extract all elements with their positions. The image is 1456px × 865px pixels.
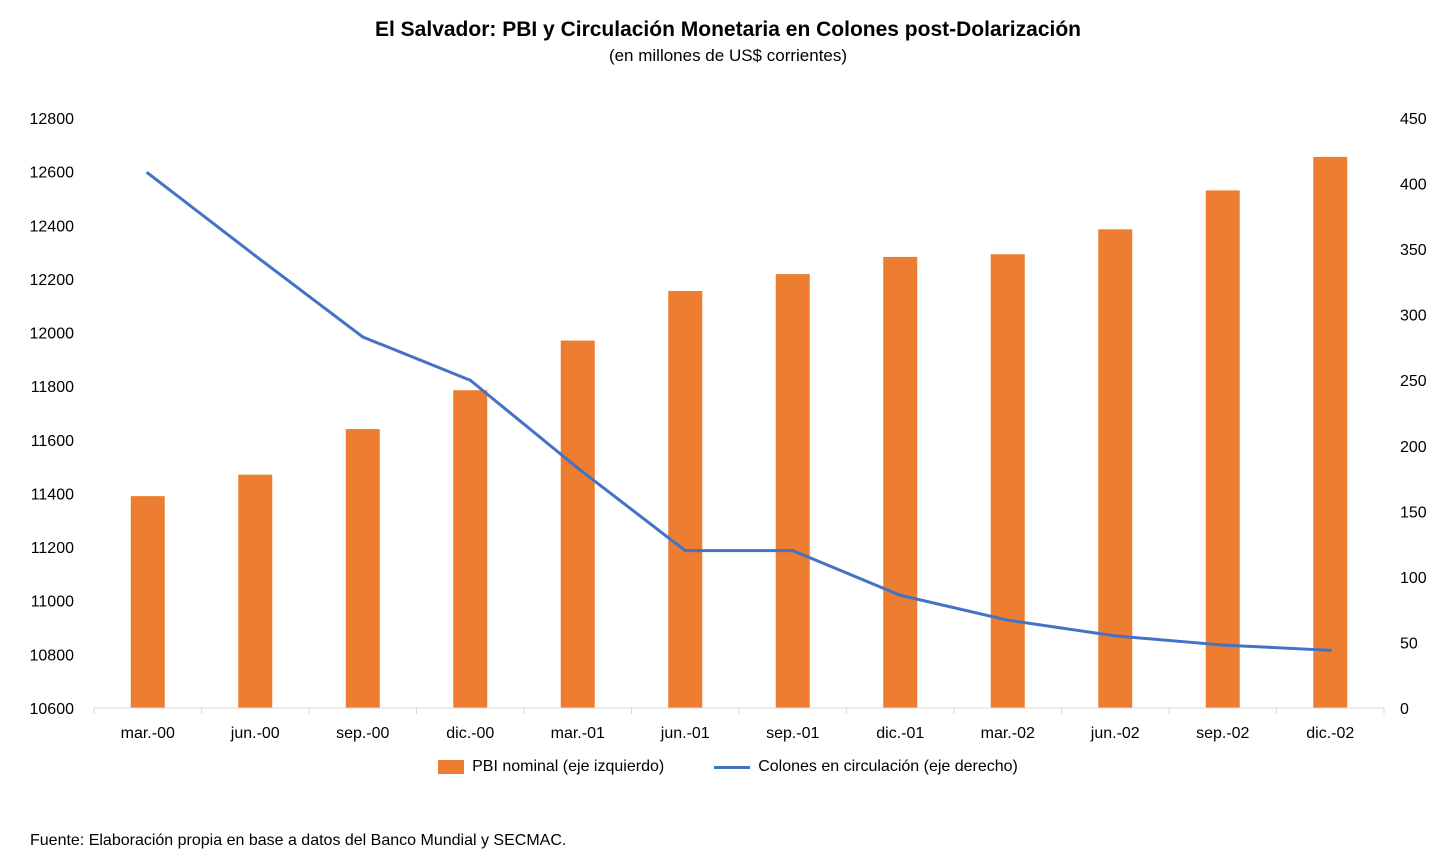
bar-pbi — [883, 256, 918, 708]
x-tick-label: mar.-02 — [981, 725, 1035, 742]
x-tick-label: dic.-02 — [1306, 725, 1354, 742]
y-right-tick-label: 100 — [1400, 570, 1427, 587]
legend-item-bar: PBI nominal (eje izquierdo) — [438, 758, 664, 776]
legend-swatch-bar — [438, 760, 465, 774]
y-left-tick-label: 11400 — [31, 486, 74, 503]
line-point-colones — [683, 549, 687, 553]
bar-pbi — [130, 496, 165, 708]
legend-label-bar: PBI nominal (eje izquierdo) — [472, 758, 665, 775]
legend-swatch-line — [714, 765, 751, 769]
x-tick-label: jun.-02 — [1090, 725, 1140, 742]
y-right-tick-label: 0 — [1400, 701, 1409, 718]
y-left-tick-label: 12000 — [30, 326, 75, 343]
y-left-tick-label: 10800 — [30, 647, 75, 664]
y-right-tick-label: 400 — [1400, 177, 1427, 194]
x-tick-label: sep.-00 — [336, 725, 389, 742]
y-left-tick-label: 10600 — [30, 701, 75, 718]
chart-subtitle: (en millones de US$ corrientes) — [608, 46, 848, 65]
y-left-tick-label: 11000 — [31, 594, 74, 611]
y-left-tick-label: 11800 — [31, 379, 74, 396]
y-right-tick-label: 350 — [1400, 242, 1427, 259]
y-left-tick-label: 12200 — [30, 272, 75, 289]
bar-pbi — [345, 429, 380, 708]
bar-pbi — [238, 474, 273, 708]
y-right-tick-label: 150 — [1400, 504, 1427, 521]
line-point-colones — [791, 549, 795, 553]
line-colones — [146, 171, 1332, 652]
x-tick-label: sep.-02 — [1196, 725, 1249, 742]
line-point-colones — [1113, 634, 1117, 638]
bar-pbi — [453, 390, 488, 708]
bar-pbi — [1313, 156, 1348, 709]
x-tick-label: mar.-00 — [121, 725, 175, 742]
y-right-tick-label: 50 — [1400, 635, 1418, 652]
y-left-tick-label: 12400 — [30, 218, 75, 235]
y-left-tick-label: 12600 — [30, 165, 75, 182]
chart-title: El Salvador: PBI y Circulación Monetaria… — [375, 18, 1081, 41]
x-tick-label: mar.-01 — [551, 725, 605, 742]
line-point-colones — [1006, 618, 1010, 622]
line-point-colones — [253, 254, 257, 258]
line-point-colones — [1328, 648, 1332, 652]
bar-pbi — [775, 274, 810, 708]
y-right-tick-label: 250 — [1400, 373, 1427, 390]
line-point-colones — [361, 335, 365, 339]
x-tick-label: dic.-00 — [446, 725, 494, 742]
x-tick-label: jun.-01 — [660, 725, 710, 742]
line-point-colones — [1221, 643, 1225, 647]
source-note: Fuente: Elaboración propia en base a dat… — [30, 832, 567, 849]
x-tick-label: jun.-00 — [230, 725, 280, 742]
bar-pbi — [560, 340, 595, 708]
bar-pbi — [1205, 190, 1240, 709]
y-left-tick-label: 11600 — [31, 433, 74, 450]
chart-legend: PBI nominal (eje izquierdo) Colones en c… — [0, 758, 1456, 776]
line-point-colones — [576, 466, 580, 470]
bar-pbi — [1098, 229, 1133, 708]
y-right-tick-label: 450 — [1400, 111, 1427, 128]
line-point-colones — [468, 378, 472, 382]
line-point-colones — [146, 171, 150, 175]
y-right-tick-label: 300 — [1400, 308, 1427, 325]
line-point-colones — [898, 593, 902, 597]
y-right-tick-label: 200 — [1400, 439, 1427, 456]
legend-item-line: Colones en circulación (eje derecho) — [714, 758, 1018, 776]
x-tick-label: sep.-01 — [766, 725, 819, 742]
y-left-tick-label: 11200 — [31, 540, 74, 557]
bar-pbi — [990, 254, 1025, 708]
x-tick-label: dic.-01 — [876, 725, 924, 742]
bar-pbi — [668, 290, 703, 708]
y-left-tick-label: 12800 — [30, 111, 75, 128]
legend-label-line: Colones en circulación (eje derecho) — [758, 758, 1018, 775]
